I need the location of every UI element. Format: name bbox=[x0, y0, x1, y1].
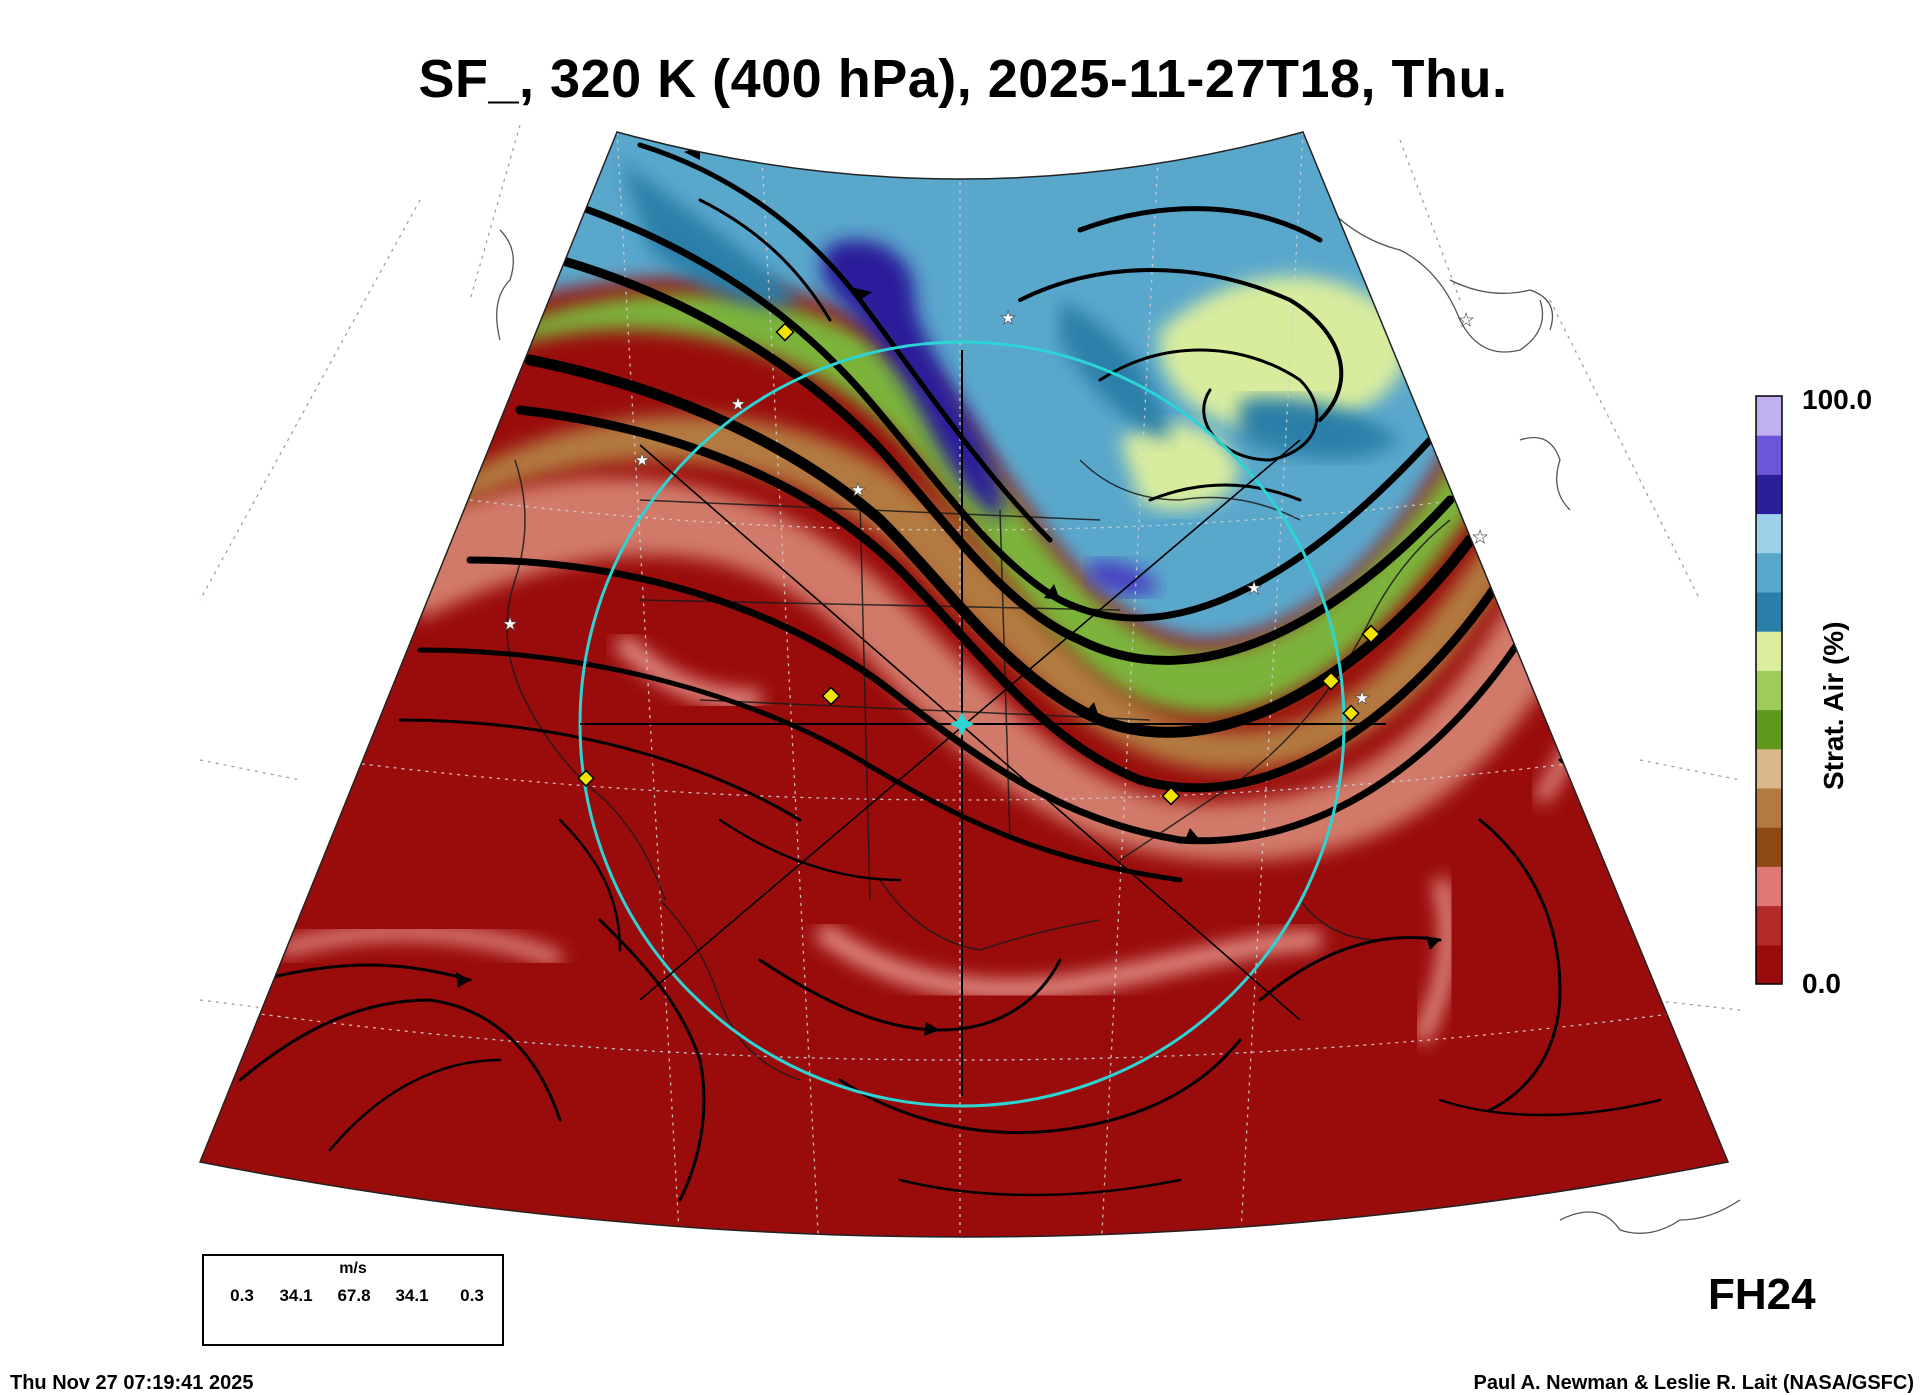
footer-credit: Paul A. Newman & Leslie R. Lait (NASA/GS… bbox=[1473, 1372, 1914, 1394]
colorbar-title: Strat. Air (%) bbox=[1818, 621, 1849, 790]
colorbar-band bbox=[1756, 435, 1782, 475]
white-star: ★ bbox=[1458, 310, 1474, 331]
colorbar-band bbox=[1756, 827, 1782, 867]
wind-legend-value: 67.8 bbox=[337, 1286, 371, 1305]
colorbar-band bbox=[1756, 474, 1782, 515]
station-diamond bbox=[775, 322, 795, 342]
white-star: ★ bbox=[1246, 578, 1262, 599]
forecast-hour-label: FH24 bbox=[1708, 1270, 1816, 1319]
range-ring-group bbox=[578, 340, 1386, 1108]
wind-legend-value: 34.1 bbox=[395, 1286, 429, 1305]
wind-legend-value: 0.3 bbox=[230, 1286, 254, 1305]
white-star: ★ bbox=[1354, 688, 1370, 709]
streamline-arrows bbox=[456, 146, 1440, 1036]
white-star: ★ bbox=[1000, 308, 1016, 329]
white-star: ★ bbox=[1472, 527, 1488, 548]
colorbar-bands bbox=[1756, 396, 1782, 985]
colorbar-band bbox=[1756, 944, 1782, 985]
wind-speed-legend: m/s 0.3 34.1 67.8 34.1 0.3 bbox=[202, 1254, 504, 1346]
colorbar-band bbox=[1756, 552, 1782, 593]
colorbar-band bbox=[1756, 631, 1782, 671]
station-diamond bbox=[821, 686, 841, 706]
wind-legend-unit: m/s bbox=[339, 1260, 367, 1277]
colorbar-band bbox=[1756, 748, 1782, 789]
wind-legend-value: 0.3 bbox=[460, 1286, 484, 1305]
station-diamond bbox=[1161, 786, 1181, 806]
colorbar-band bbox=[1756, 905, 1782, 946]
wind-legend-value: 34.1 bbox=[279, 1286, 313, 1305]
colorbar-band bbox=[1756, 592, 1782, 632]
station-markers bbox=[577, 322, 1381, 806]
outer-graticule bbox=[199, 124, 1741, 1011]
white-star: ★ bbox=[502, 614, 518, 635]
colorbar-band bbox=[1756, 513, 1782, 554]
star-markers: ★ ★ ★ ★ ★ ★ ★ ★ ★ bbox=[502, 308, 1489, 710]
map-title: SF_, 320 K (400 hPa), 2025-11-27T18, Thu… bbox=[418, 49, 1508, 109]
station-diamond bbox=[577, 769, 595, 788]
white-star: ★ bbox=[634, 450, 650, 471]
colorbar-band bbox=[1756, 788, 1782, 828]
colorbar-band bbox=[1756, 709, 1782, 750]
colorbar-band bbox=[1756, 866, 1782, 907]
colorbar-min-label: 0.0 bbox=[1802, 968, 1841, 999]
colorbar bbox=[1755, 395, 1783, 985]
colorbar-frame bbox=[1755, 395, 1783, 985]
white-star: ★ bbox=[850, 480, 866, 501]
sector-outline bbox=[198, 131, 1730, 1238]
footer-timestamp: Thu Nov 27 07:19:41 2025 bbox=[10, 1372, 254, 1394]
colorbar-max-label: 100.0 bbox=[1802, 384, 1873, 415]
station-diamond bbox=[1361, 624, 1381, 644]
streamlines bbox=[238, 142, 1672, 1202]
station-diamond bbox=[1342, 704, 1360, 723]
white-star: ★ bbox=[730, 394, 746, 415]
outer-coastlines bbox=[496, 209, 1741, 1234]
crosshair-diagonal-b bbox=[639, 439, 1301, 1001]
crosshair-diagonal-a bbox=[639, 444, 1301, 1021]
colorbar-band bbox=[1756, 396, 1782, 436]
center-star-marker bbox=[950, 712, 974, 736]
station-diamond bbox=[1321, 671, 1341, 691]
colorbar-band bbox=[1756, 670, 1782, 711]
